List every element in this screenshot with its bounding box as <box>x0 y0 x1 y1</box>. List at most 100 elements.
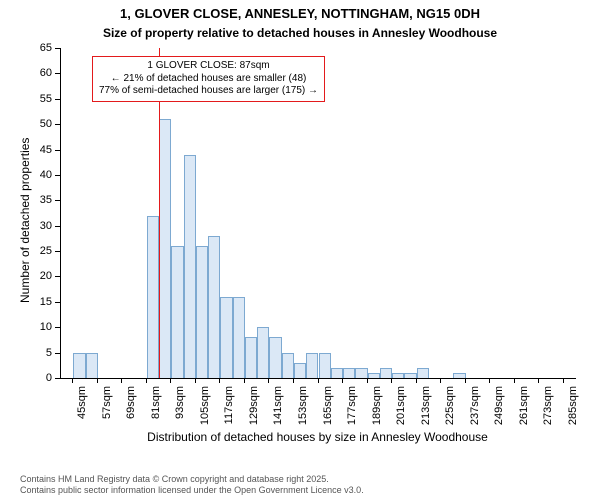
chart-title-main: 1, GLOVER CLOSE, ANNESLEY, NOTTINGHAM, N… <box>0 6 600 21</box>
x-tick-mark <box>416 378 417 383</box>
histogram-bar <box>380 368 392 378</box>
y-tick-label: 35 <box>28 194 52 206</box>
x-tick-label: 81sqm <box>150 386 162 440</box>
x-tick-mark <box>219 378 220 383</box>
x-tick-mark <box>293 378 294 383</box>
y-tick-mark <box>55 378 60 379</box>
x-tick-label: 225sqm <box>444 386 456 440</box>
chart-container: 1, GLOVER CLOSE, ANNESLEY, NOTTINGHAM, N… <box>0 0 600 500</box>
x-tick-mark <box>195 378 196 383</box>
y-tick-mark <box>55 99 60 100</box>
x-tick-mark <box>72 378 73 383</box>
x-tick-mark <box>268 378 269 383</box>
y-tick-mark <box>55 175 60 176</box>
x-tick-label: 273sqm <box>542 386 554 440</box>
y-tick-mark <box>55 226 60 227</box>
histogram-bar <box>355 368 367 378</box>
histogram-bar <box>269 337 281 378</box>
x-tick-mark <box>514 378 515 383</box>
y-tick-label: 25 <box>28 245 52 257</box>
x-tick-label: 129sqm <box>248 386 260 440</box>
histogram-bar <box>196 246 208 378</box>
x-tick-mark <box>318 378 319 383</box>
x-tick-label: 165sqm <box>322 386 334 440</box>
histogram-bar <box>343 368 355 378</box>
x-tick-mark <box>244 378 245 383</box>
y-tick-label: 65 <box>28 42 52 54</box>
x-tick-label: 105sqm <box>199 386 211 440</box>
x-tick-mark <box>391 378 392 383</box>
histogram-bar <box>294 363 306 378</box>
x-tick-mark <box>538 378 539 383</box>
x-tick-mark <box>342 378 343 383</box>
y-tick-label: 20 <box>28 270 52 282</box>
y-tick-label: 15 <box>28 296 52 308</box>
histogram-bar <box>392 373 404 378</box>
histogram-bar <box>220 297 232 378</box>
credits: Contains HM Land Registry data © Crown c… <box>20 474 364 497</box>
x-tick-mark <box>146 378 147 383</box>
x-tick-label: 117sqm <box>223 386 235 440</box>
histogram-bar <box>257 327 269 378</box>
y-tick-mark <box>55 276 60 277</box>
x-tick-mark <box>563 378 564 383</box>
histogram-bar <box>184 155 196 378</box>
x-tick-label: 141sqm <box>272 386 284 440</box>
x-tick-label: 237sqm <box>469 386 481 440</box>
y-tick-mark <box>55 48 60 49</box>
y-tick-label: 30 <box>28 220 52 232</box>
histogram-bar <box>73 353 85 378</box>
x-tick-label: 57sqm <box>101 386 113 440</box>
histogram-bar <box>147 216 159 378</box>
x-tick-label: 189sqm <box>371 386 383 440</box>
y-tick-mark <box>55 353 60 354</box>
x-tick-label: 69sqm <box>125 386 137 440</box>
y-tick-label: 5 <box>28 347 52 359</box>
x-tick-mark <box>367 378 368 383</box>
x-tick-mark <box>465 378 466 383</box>
x-tick-label: 177sqm <box>346 386 358 440</box>
histogram-bar <box>306 353 318 378</box>
y-tick-mark <box>55 124 60 125</box>
x-tick-mark <box>121 378 122 383</box>
y-tick-mark <box>55 327 60 328</box>
y-tick-mark <box>55 302 60 303</box>
x-tick-label: 153sqm <box>297 386 309 440</box>
x-tick-mark <box>489 378 490 383</box>
histogram-bar <box>159 119 171 378</box>
y-tick-label: 50 <box>28 118 52 130</box>
x-tick-label: 201sqm <box>395 386 407 440</box>
y-tick-mark <box>55 200 60 201</box>
x-tick-label: 45sqm <box>76 386 88 440</box>
x-tick-label: 261sqm <box>518 386 530 440</box>
y-tick-mark <box>55 251 60 252</box>
x-tick-mark <box>97 378 98 383</box>
histogram-bar <box>319 353 331 378</box>
histogram-bar <box>208 236 220 378</box>
annotation-line-1: 1 GLOVER CLOSE: 87sqm <box>99 60 318 73</box>
y-tick-mark <box>55 73 60 74</box>
credits-line-1: Contains HM Land Registry data © Crown c… <box>20 474 364 485</box>
y-tick-label: 10 <box>28 321 52 333</box>
y-tick-label: 40 <box>28 169 52 181</box>
chart-title-sub: Size of property relative to detached ho… <box>0 26 600 40</box>
x-tick-mark <box>170 378 171 383</box>
histogram-bar <box>417 368 429 378</box>
x-tick-label: 213sqm <box>420 386 432 440</box>
x-tick-label: 93sqm <box>174 386 186 440</box>
histogram-bar <box>368 373 380 378</box>
histogram-bar <box>245 337 257 378</box>
credits-line-2: Contains public sector information licen… <box>20 485 364 496</box>
y-tick-mark <box>55 150 60 151</box>
y-tick-label: 0 <box>28 372 52 384</box>
x-tick-label: 249sqm <box>493 386 505 440</box>
y-tick-label: 60 <box>28 67 52 79</box>
histogram-bar <box>171 246 183 378</box>
y-tick-label: 55 <box>28 93 52 105</box>
x-tick-mark <box>440 378 441 383</box>
histogram-bar <box>282 353 294 378</box>
annotation-box: 1 GLOVER CLOSE: 87sqm ← 21% of detached … <box>92 56 325 102</box>
x-tick-label: 285sqm <box>567 386 579 440</box>
histogram-bar <box>233 297 245 378</box>
y-tick-label: 45 <box>28 144 52 156</box>
